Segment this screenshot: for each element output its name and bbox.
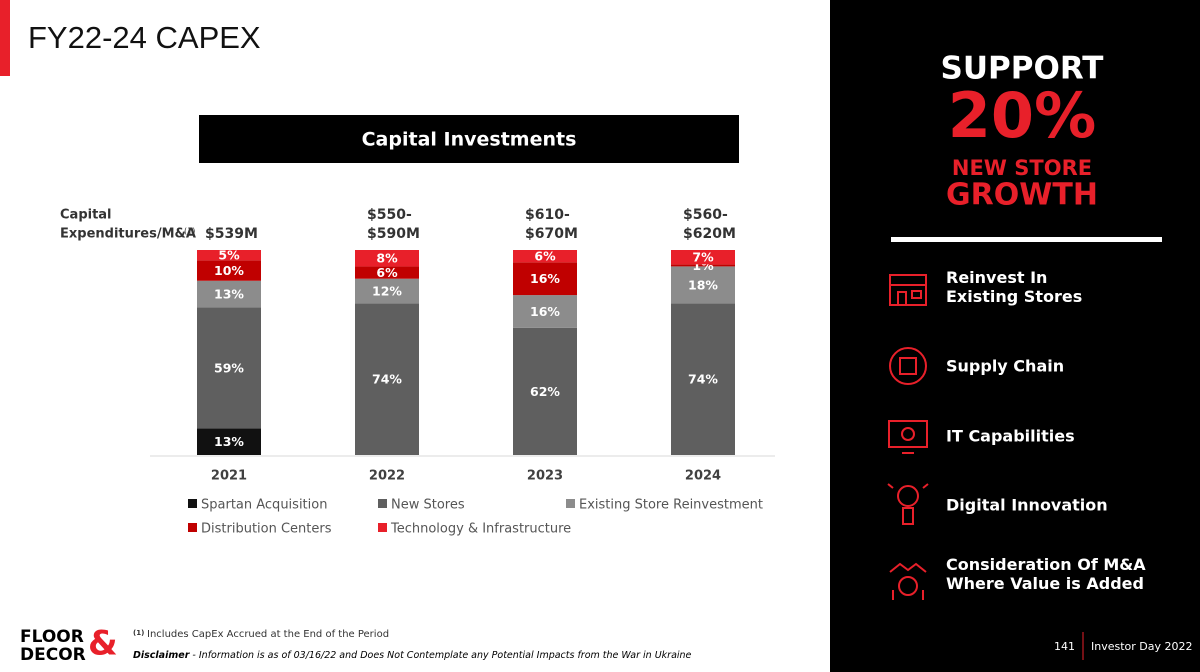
divider [891, 237, 1162, 242]
bar-segment [671, 266, 735, 304]
logo-top: FLOOR [20, 627, 84, 647]
total-label: $620M [683, 226, 736, 242]
value-label: 74% [372, 372, 402, 387]
footnote: Includes CapEx Accrued at the End of the… [147, 629, 389, 640]
disclaimer-label: Disclaimer [133, 650, 191, 661]
bar-segment [355, 266, 419, 279]
y-label: Capital [60, 208, 112, 223]
page-number: 141 [1054, 640, 1075, 653]
icons [887, 274, 929, 600]
y-label-note: (1) [184, 227, 195, 236]
value-label: 10% [214, 263, 244, 278]
sidebar-item: Supply Chain [946, 357, 1064, 376]
bar-segment [197, 280, 261, 308]
total-label: $539M [205, 226, 258, 242]
legend-swatch [188, 523, 197, 532]
ma-icon [889, 562, 927, 600]
bar-segment [671, 303, 735, 455]
value-label: 18% [688, 277, 718, 292]
value-label: 59% [214, 360, 244, 375]
legend-swatch [188, 499, 197, 508]
bar-segment [513, 250, 577, 263]
value-label: 13% [214, 434, 244, 449]
value-label: 8% [376, 251, 398, 266]
it-icon [888, 420, 928, 454]
bar-segment [197, 260, 261, 281]
bar-segment [197, 307, 261, 429]
legend-label: Distribution Centers [201, 522, 332, 537]
y-label: Expenditures/M&A [60, 227, 196, 242]
value-label: 16% [530, 304, 560, 319]
value-label: 6% [376, 265, 398, 280]
bar-segment [355, 250, 419, 267]
legend-label: Existing Store Reinvestment [579, 498, 763, 513]
total-label: $560- [683, 207, 728, 223]
chart-title: Capital Investments [362, 129, 577, 151]
bar-segment [513, 262, 577, 296]
bar-segment [671, 250, 735, 265]
total-label: $550- [367, 207, 412, 223]
bar-segment [197, 250, 261, 261]
sidebar-item: IT Capabilities [946, 427, 1075, 446]
sidebar-item: Consideration Of M&A [946, 555, 1146, 574]
sidebar-figure: 20% [948, 79, 1096, 152]
sidebar-item: Where Value is Added [946, 574, 1144, 593]
bar-segment [671, 264, 735, 267]
total-label: $590M [367, 226, 420, 242]
total-label: $610- [525, 207, 570, 223]
sidebar-subline: NEW STORE [952, 156, 1092, 180]
disclaimer-text: - Information is as of 03/16/22 and Does… [192, 650, 691, 661]
accent-bar [0, 0, 10, 76]
total-label: $670M [525, 226, 578, 242]
value-label: 16% [530, 271, 560, 286]
footnote-marker: (1) [133, 629, 144, 637]
sidebar-bg [830, 0, 1200, 672]
bar-segment [513, 327, 577, 455]
sidebar-item: Reinvest In [946, 268, 1047, 287]
x-tick-label: 2023 [527, 469, 563, 484]
bar-segment [355, 278, 419, 304]
value-label: 5% [218, 248, 240, 263]
x-tick-label: 2022 [369, 469, 405, 484]
logo-amp: & [88, 624, 118, 664]
bar-segment [197, 428, 261, 455]
bar-segment [513, 295, 577, 328]
sidebar-subline: GROWTH [946, 178, 1098, 213]
value-label: 74% [688, 372, 718, 387]
value-label: 7% [692, 250, 714, 265]
value-label: 6% [534, 249, 556, 264]
x-tick-label: 2024 [685, 469, 721, 484]
legend-swatch [378, 523, 387, 532]
value-label: 12% [372, 284, 402, 299]
chart-title-box [199, 115, 739, 163]
bar-segment [355, 303, 419, 455]
sidebar-headline: SUPPORT [941, 51, 1104, 87]
sidebar-item: Existing Stores [946, 287, 1082, 306]
legend-label: Technology & Infrastructure [390, 522, 571, 537]
supply-icon [889, 347, 927, 385]
slide-title: FY22-24 CAPEX [28, 20, 261, 55]
legend-label: New Stores [391, 498, 465, 513]
disclaimer: Disclaimer - Information is as of 03/16/… [133, 650, 692, 661]
value-label: 62% [530, 384, 560, 399]
event-name: Investor Day 2022 [1091, 640, 1193, 653]
legend-swatch [378, 499, 387, 508]
x-tick-label: 2021 [211, 469, 247, 484]
sidebar-item: Digital Innovation [946, 496, 1108, 515]
digital-icon [887, 483, 929, 525]
value-label: 13% [214, 287, 244, 302]
legend-swatch [566, 499, 575, 508]
legend-label: Spartan Acquisition [201, 498, 327, 513]
store-icon [889, 274, 927, 306]
logo-bottom: DECOR [20, 645, 86, 665]
